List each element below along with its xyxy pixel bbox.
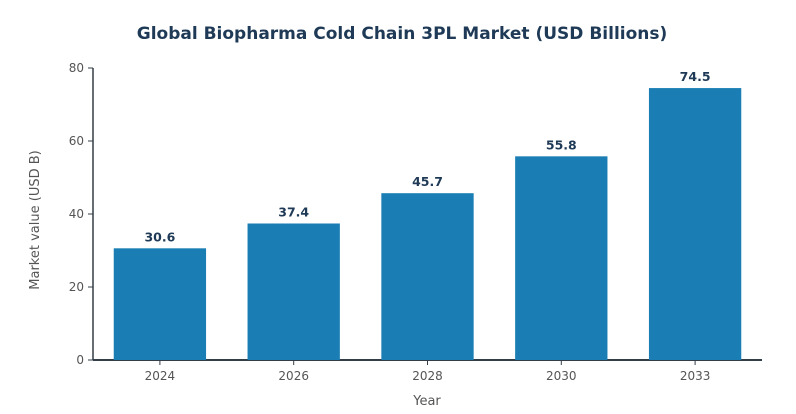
y-tick-label: 0 <box>76 353 84 367</box>
bar-value-label: 55.8 <box>546 137 577 152</box>
bar <box>648 88 742 360</box>
y-tick-label: 80 <box>69 61 84 75</box>
bar <box>381 193 474 360</box>
x-tick-label: 2026 <box>278 369 309 383</box>
chart-title: Global Biopharma Cold Chain 3PL Market (… <box>137 24 668 44</box>
bar <box>515 156 608 360</box>
bar-value-label: 45.7 <box>412 174 443 189</box>
x-tick-label: 2030 <box>546 369 577 383</box>
bar-value-label: 74.5 <box>680 69 711 84</box>
x-tick-label: 2033 <box>680 369 711 383</box>
bar-value-label: 30.6 <box>144 229 175 244</box>
bar <box>113 248 207 360</box>
data-labels: 30.6 37.4 45.7 55.8 74.5 <box>144 69 710 244</box>
x-tick-label: 2028 <box>412 369 443 383</box>
bar-value-label: 37.4 <box>278 204 309 219</box>
x-axis-title: Year <box>412 394 441 409</box>
y-axis-title: Market value (USD B) <box>28 150 43 289</box>
x-axis: 2024 2026 2028 2030 2033 <box>93 359 762 383</box>
y-tick-label: 40 <box>69 207 84 221</box>
x-tick-label: 2024 <box>145 369 176 383</box>
y-tick-label: 60 <box>69 134 84 148</box>
y-axis: 0 20 40 60 80 <box>69 61 94 367</box>
y-tick-label: 20 <box>69 280 84 294</box>
bars <box>113 88 742 360</box>
bar <box>247 223 340 360</box>
